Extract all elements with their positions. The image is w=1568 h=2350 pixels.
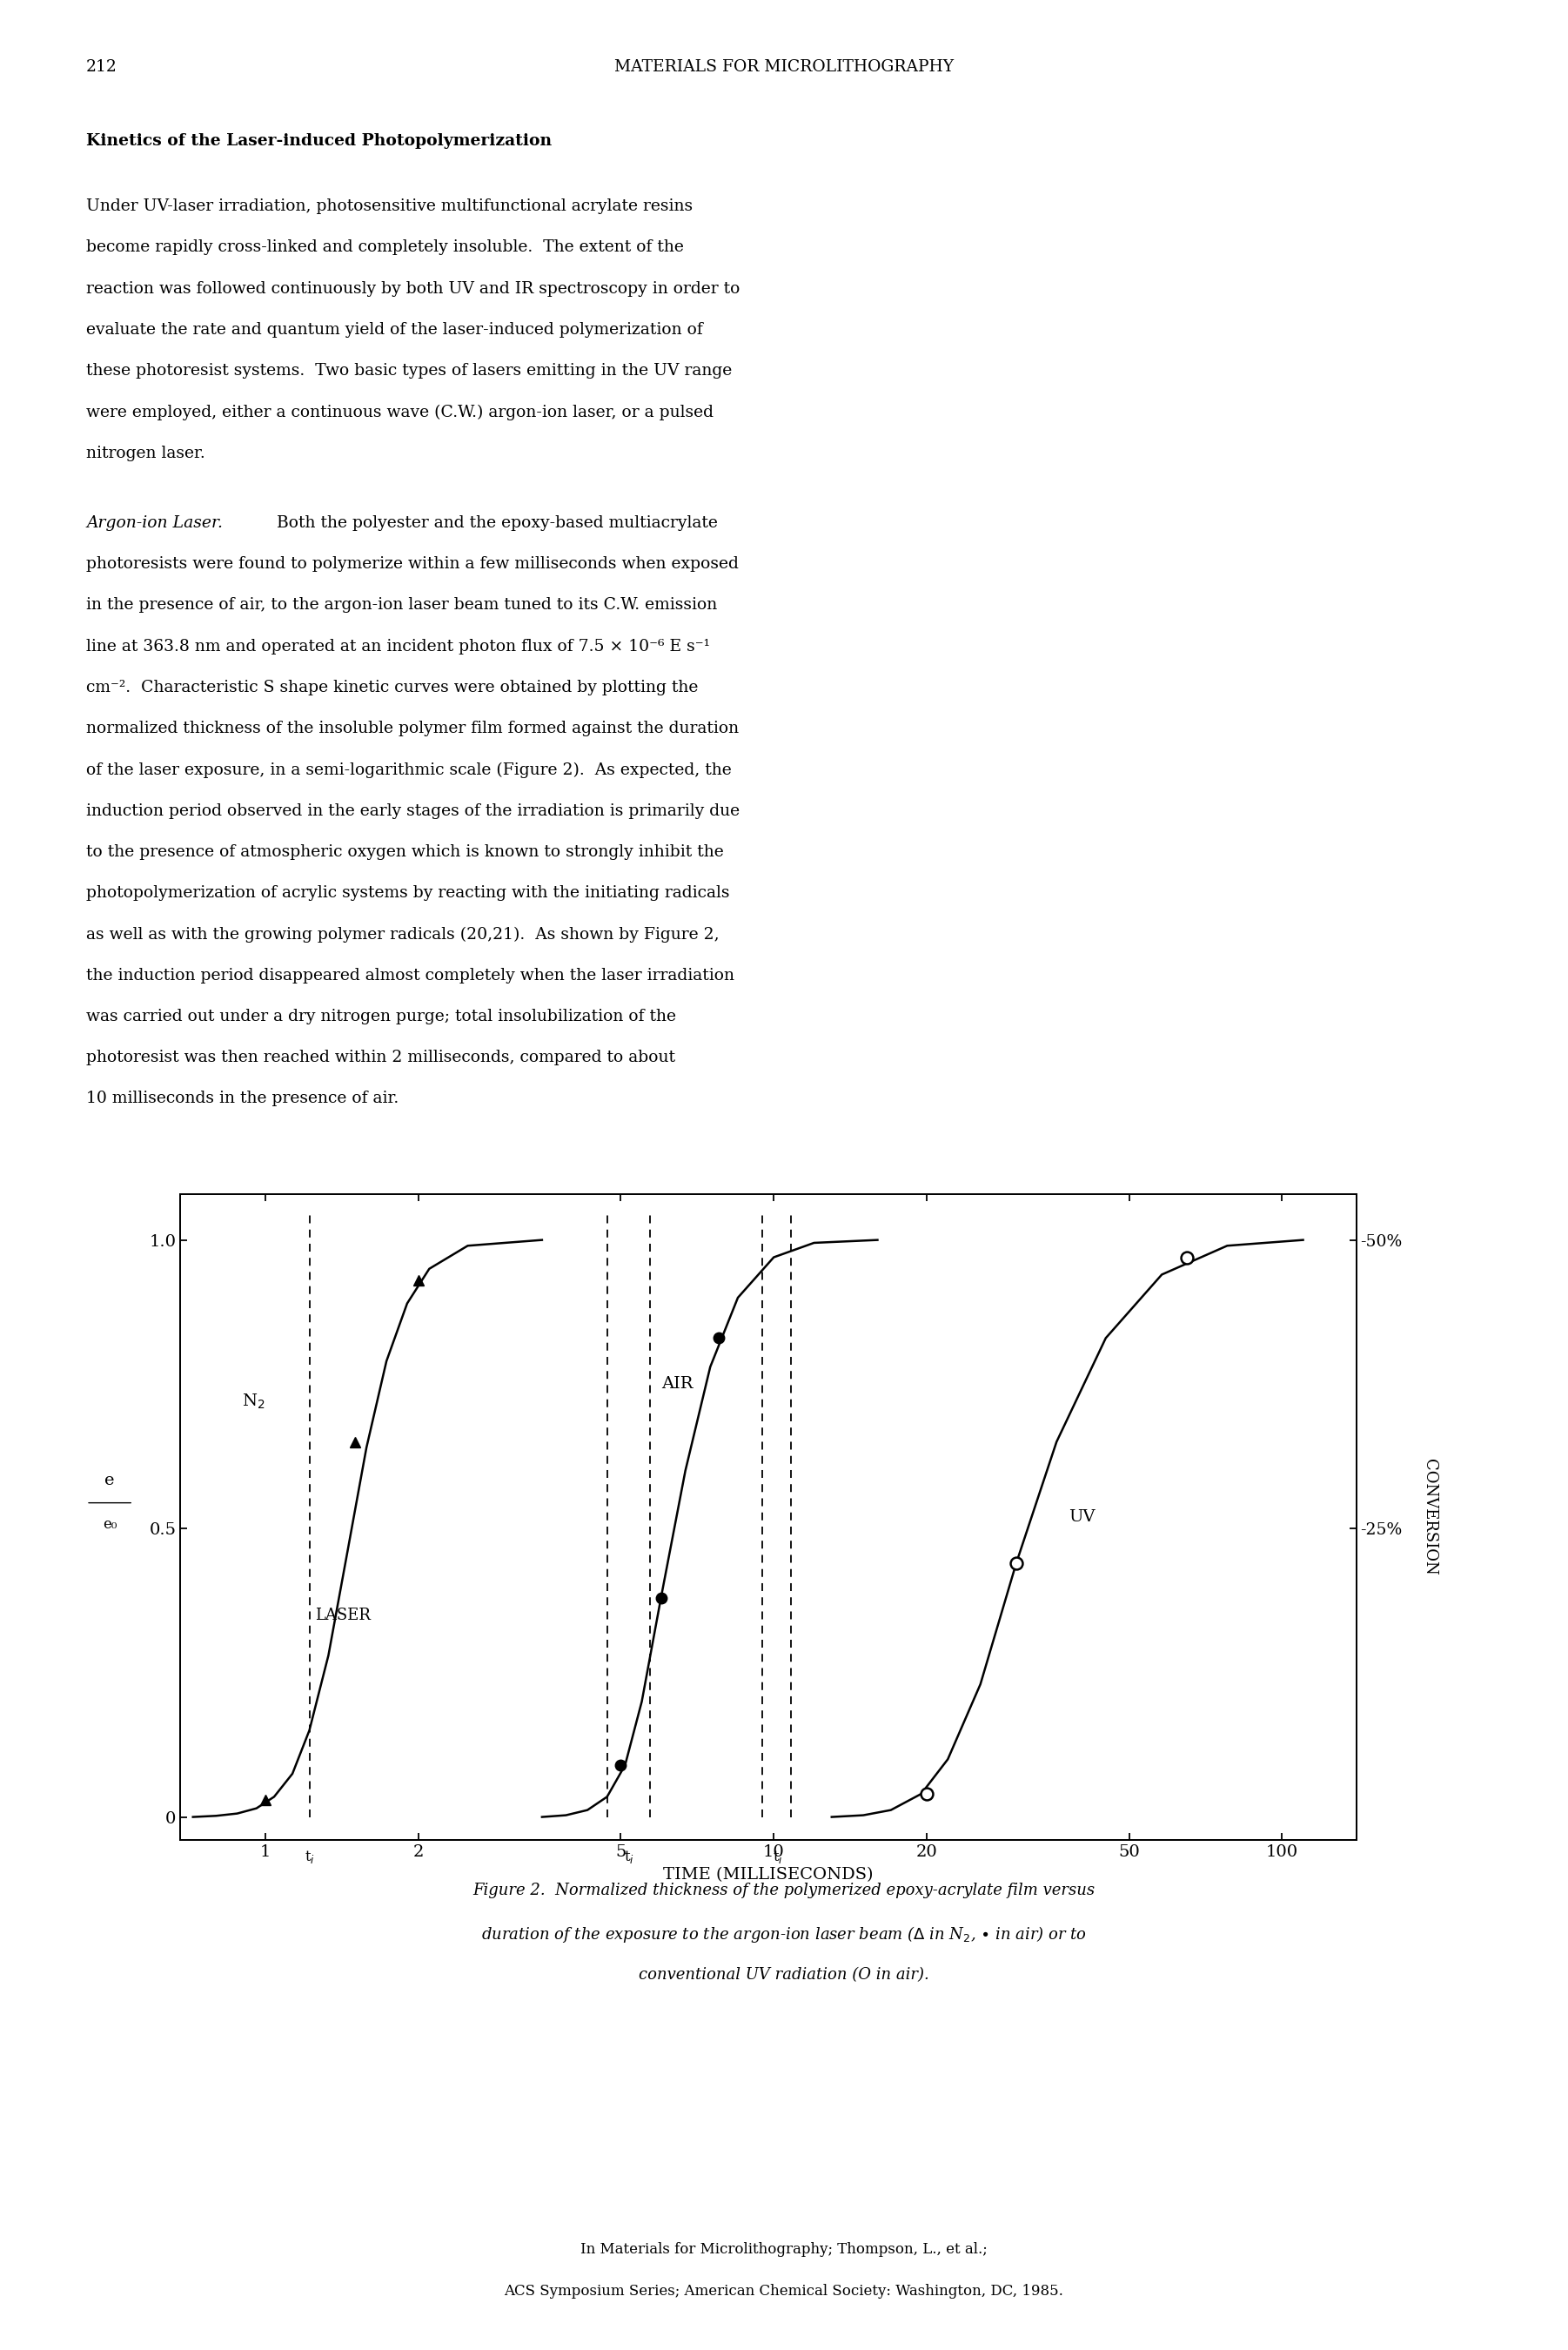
Text: the induction period disappeared almost completely when the laser irradiation: the induction period disappeared almost … — [86, 968, 734, 982]
Text: these photoresist systems.  Two basic types of lasers emitting in the UV range: these photoresist systems. Two basic typ… — [86, 362, 732, 378]
Text: t$_i$: t$_i$ — [624, 1849, 635, 1866]
Text: 10 milliseconds in the presence of air.: 10 milliseconds in the presence of air. — [86, 1090, 398, 1107]
Text: were employed, either a continuous wave (C.W.) argon-ion laser, or a pulsed: were employed, either a continuous wave … — [86, 404, 713, 421]
Text: evaluate the rate and quantum yield of the laser-induced polymerization of: evaluate the rate and quantum yield of t… — [86, 322, 702, 338]
Text: become rapidly cross-linked and completely insoluble.  The extent of the: become rapidly cross-linked and complete… — [86, 240, 684, 256]
Text: duration of the exposure to the argon-ion laser beam ($\mathit{\Delta}$ in N$_2$: duration of the exposure to the argon-io… — [481, 1925, 1087, 1946]
Text: of the laser exposure, in a semi-logarithmic scale (Figure 2).  As expected, the: of the laser exposure, in a semi-logarit… — [86, 761, 732, 778]
Text: reaction was followed continuously by both UV and IR spectroscopy in order to: reaction was followed continuously by bo… — [86, 280, 740, 296]
Y-axis label: CONVERSION: CONVERSION — [1422, 1459, 1438, 1575]
Text: photoresists were found to polymerize within a few milliseconds when exposed: photoresists were found to polymerize wi… — [86, 557, 739, 571]
Text: photoresist was then reached within 2 milliseconds, compared to about: photoresist was then reached within 2 mi… — [86, 1050, 676, 1065]
Text: was carried out under a dry nitrogen purge; total insolubilization of the: was carried out under a dry nitrogen pur… — [86, 1008, 676, 1025]
Text: conventional UV radiation (O in air).: conventional UV radiation (O in air). — [638, 1967, 930, 1983]
Text: UV: UV — [1068, 1509, 1094, 1525]
Text: nitrogen laser.: nitrogen laser. — [86, 444, 205, 461]
Text: ACS Symposium Series; American Chemical Society: Washington, DC, 1985.: ACS Symposium Series; American Chemical … — [505, 2284, 1063, 2298]
Text: in the presence of air, to the argon-ion laser beam tuned to its C.W. emission: in the presence of air, to the argon-ion… — [86, 597, 717, 613]
Text: In Materials for Microlithography; Thompson, L., et al.;: In Materials for Microlithography; Thomp… — [580, 2242, 988, 2256]
Text: N$_2$: N$_2$ — [241, 1391, 265, 1410]
Text: as well as with the growing polymer radicals (20,21).  As shown by Figure 2,: as well as with the growing polymer radi… — [86, 926, 720, 942]
Text: 212: 212 — [86, 59, 118, 75]
Text: to the presence of atmospheric oxygen which is known to strongly inhibit the: to the presence of atmospheric oxygen wh… — [86, 844, 724, 860]
Text: AIR: AIR — [662, 1377, 693, 1391]
Text: normalized thickness of the insoluble polymer film formed against the duration: normalized thickness of the insoluble po… — [86, 721, 739, 736]
Text: induction period observed in the early stages of the irradiation is primarily du: induction period observed in the early s… — [86, 804, 740, 818]
Text: photopolymerization of acrylic systems by reacting with the initiating radicals: photopolymerization of acrylic systems b… — [86, 886, 729, 900]
Text: MATERIALS FOR MICROLITHOGRAPHY: MATERIALS FOR MICROLITHOGRAPHY — [615, 59, 953, 75]
Text: Figure 2.  Normalized thickness of the polymerized epoxy-acrylate film versus: Figure 2. Normalized thickness of the po… — [474, 1882, 1094, 1899]
Text: LASER: LASER — [315, 1607, 370, 1624]
Text: e₀: e₀ — [102, 1516, 118, 1532]
Text: cm⁻².  Characteristic S shape kinetic curves were obtained by plotting the: cm⁻². Characteristic S shape kinetic cur… — [86, 679, 698, 696]
Text: Under UV-laser irradiation, photosensitive multifunctional acrylate resins: Under UV-laser irradiation, photosensiti… — [86, 200, 693, 214]
Text: Kinetics of the Laser-induced Photopolymerization: Kinetics of the Laser-induced Photopolym… — [86, 134, 552, 148]
Text: Both the polyester and the epoxy-based multiacrylate: Both the polyester and the epoxy-based m… — [267, 515, 718, 531]
Text: Argon-ion Laser.: Argon-ion Laser. — [86, 515, 223, 531]
X-axis label: TIME (MILLISECONDS): TIME (MILLISECONDS) — [663, 1868, 873, 1882]
Text: e: e — [105, 1473, 114, 1488]
Text: t$_i$: t$_i$ — [773, 1849, 784, 1866]
Text: t$_i$: t$_i$ — [304, 1849, 315, 1866]
Text: line at 363.8 nm and operated at an incident photon flux of 7.5 × 10⁻⁶ E s⁻¹: line at 363.8 nm and operated at an inci… — [86, 639, 710, 653]
